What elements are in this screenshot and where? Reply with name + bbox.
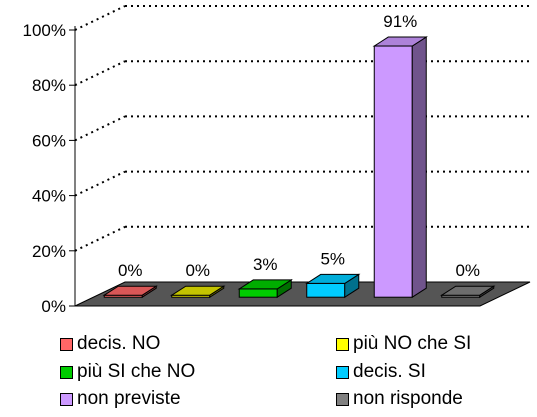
legend-swatch: [336, 392, 349, 406]
legend-swatch: [336, 337, 349, 351]
gridlines: [74, 5, 530, 252]
legend-swatch: [60, 365, 73, 379]
bar-chart: 0% 0% 3% 5% 91% 0% 0% 20% 40% 60% 80% 100%: [23, 5, 531, 316]
data-labels: 0% 0% 3% 5% 91% 0%: [118, 12, 480, 280]
legend-item-piu-si-che-no: più SI che NO: [60, 359, 195, 385]
data-label: 5%: [320, 249, 345, 268]
bar: [237, 279, 293, 299]
gridline: [74, 60, 126, 87]
legend-label: più NO che SI: [353, 333, 472, 354]
legend-item-non-risponde: non risponde: [336, 386, 463, 412]
legend-item-non-previste: non previste: [60, 386, 181, 412]
bar: [440, 285, 496, 299]
data-label: 0%: [455, 261, 480, 280]
data-label: 3%: [253, 255, 278, 274]
data-label: 0%: [118, 261, 143, 280]
y-tick-label: 20%: [32, 242, 66, 261]
axes: [69, 26, 76, 307]
y-tick-label: 60%: [32, 131, 66, 150]
legend-swatch: [60, 337, 73, 351]
gridline: [74, 5, 126, 31]
bar: [102, 285, 158, 299]
legend-item-decis-no: decis. NO: [60, 331, 160, 357]
gridline: [74, 170, 126, 197]
data-label: 91%: [383, 12, 417, 31]
legend-item-piu-no-che-si: più NO che SI: [336, 331, 471, 357]
legend-label: decis. NO: [77, 333, 161, 354]
legend-label: non previste: [77, 388, 181, 409]
legend-label: più SI che NO: [77, 361, 196, 382]
bar: [372, 36, 428, 299]
legend-swatch: [60, 392, 73, 406]
gridline: [74, 115, 126, 142]
bar: [170, 285, 226, 299]
bars: [102, 36, 496, 299]
legend-label: non risponde: [353, 388, 463, 409]
gridline: [74, 225, 126, 252]
y-tick-label: 40%: [32, 187, 66, 206]
legend-item-decis-si: decis. SI: [336, 359, 426, 385]
y-tick-label: 80%: [32, 76, 66, 95]
bar: [305, 273, 361, 299]
legend-label: decis. SI: [353, 361, 426, 382]
legend-swatch: [336, 365, 349, 379]
y-tick-label: 100%: [23, 21, 66, 40]
y-tick-labels: 0% 20% 40% 60% 80% 100%: [23, 21, 66, 316]
data-label: 0%: [185, 261, 210, 280]
y-tick-label: 0%: [41, 297, 66, 316]
